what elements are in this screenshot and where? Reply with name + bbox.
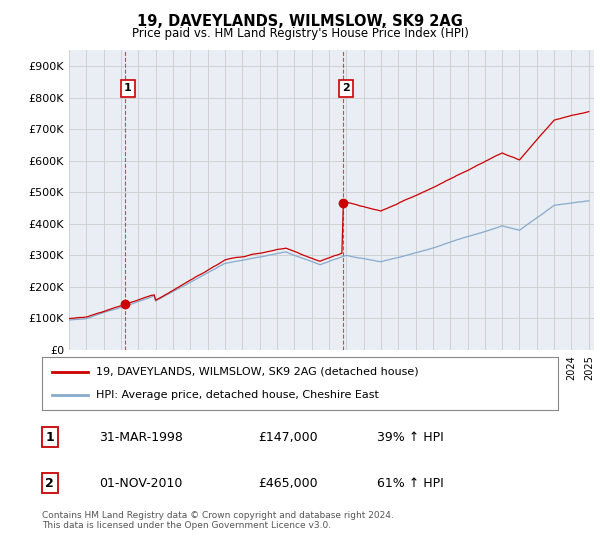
Text: 2: 2 [46,477,54,489]
Text: Price paid vs. HM Land Registry's House Price Index (HPI): Price paid vs. HM Land Registry's House … [131,27,469,40]
Text: HPI: Average price, detached house, Cheshire East: HPI: Average price, detached house, Ches… [96,390,379,400]
Text: 19, DAVEYLANDS, WILMSLOW, SK9 2AG (detached house): 19, DAVEYLANDS, WILMSLOW, SK9 2AG (detac… [96,367,419,377]
Text: 2: 2 [342,83,350,94]
Text: 19, DAVEYLANDS, WILMSLOW, SK9 2AG: 19, DAVEYLANDS, WILMSLOW, SK9 2AG [137,14,463,29]
Text: £147,000: £147,000 [259,431,319,444]
Text: 61% ↑ HPI: 61% ↑ HPI [377,477,444,489]
Text: 39% ↑ HPI: 39% ↑ HPI [377,431,444,444]
Text: 1: 1 [46,431,54,444]
Text: £465,000: £465,000 [259,477,319,489]
Text: Contains HM Land Registry data © Crown copyright and database right 2024.
This d: Contains HM Land Registry data © Crown c… [42,511,394,530]
Text: 31-MAR-1998: 31-MAR-1998 [99,431,182,444]
Text: 01-NOV-2010: 01-NOV-2010 [99,477,182,489]
Text: 1: 1 [124,83,132,94]
